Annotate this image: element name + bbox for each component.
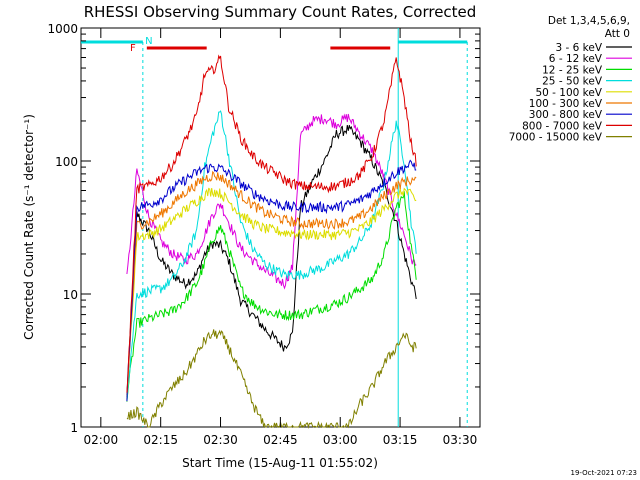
legend-entry-label: 7000 - 15000 keV [509, 132, 603, 144]
legend-entry-label: 100 - 300 keV [529, 98, 603, 110]
y-axis-label: Corrected Count Rate (s⁻¹ detector⁻¹) [22, 114, 36, 340]
plot-area: FN [80, 27, 481, 429]
legend-header-line-1: Det 1,3,4,5,6,9, [548, 15, 630, 27]
x-tick-label: 02:45 [263, 433, 298, 447]
flare-flag-label: F [130, 43, 136, 54]
legend-header-line-2: Att 0 [605, 28, 630, 40]
series-line-0 [126, 125, 417, 395]
series-line-5 [126, 170, 417, 397]
series-line-6 [126, 159, 417, 402]
x-tick-label: 03:15 [383, 433, 418, 447]
legend-entry-label: 3 - 6 keV [555, 42, 602, 54]
legend-entry-label: 50 - 100 keV [535, 87, 602, 99]
legend-entry-label: 800 - 7000 keV [522, 120, 603, 132]
x-tick-label: 02:00 [84, 433, 119, 447]
x-tick-label: 03:00 [323, 433, 358, 447]
legend-entry-label: 12 - 25 keV [542, 64, 603, 76]
series-line-8 [126, 329, 417, 429]
x-axis-label: Start Time (15-Aug-11 01:55:02) [182, 456, 378, 470]
x-axis: 02:00 02:15 02:30 02:45 03:00 03:15 03:30 [84, 28, 478, 447]
chart-title: RHESSI Observing Summary Count Rates, Co… [84, 3, 477, 21]
y-tick-label: 1000 [47, 22, 78, 36]
legend-entry-label: 6 - 12 keV [549, 53, 603, 65]
legend-entry-label: 300 - 800 keV [529, 109, 603, 121]
y-tick-label: 100 [55, 155, 78, 169]
series-line-4 [126, 187, 417, 400]
y-axis: 1 10 100 1000 [47, 22, 480, 435]
legend-entry-label: 25 - 50 keV [542, 76, 603, 88]
y-tick-label: 10 [63, 288, 78, 302]
x-tick-label: 02:30 [203, 433, 238, 447]
generation-timestamp: 19-Oct-2021 07:23 [571, 469, 637, 477]
night-flag-label: N [145, 36, 152, 47]
series-line-3 [126, 110, 417, 401]
y-tick-label: 1 [70, 421, 78, 435]
x-tick-label: 02:15 [143, 433, 178, 447]
series-line-2 [126, 191, 417, 402]
x-tick-label: 03:30 [443, 433, 478, 447]
series-line-7 [126, 54, 417, 393]
